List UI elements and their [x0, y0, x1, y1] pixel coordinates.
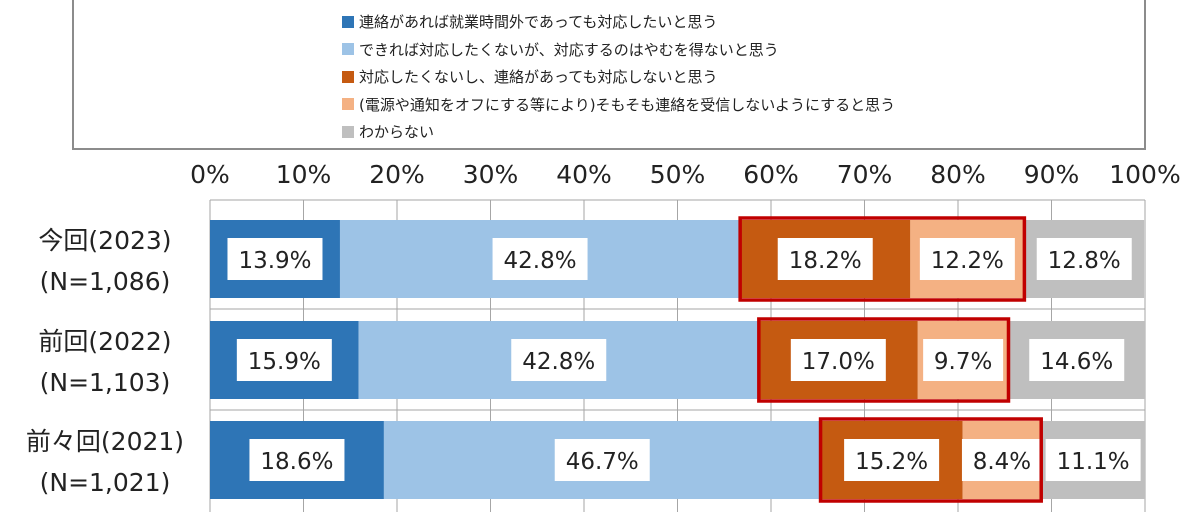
x-tick-label: 10%	[276, 160, 332, 189]
data-label: 12.8%	[1048, 248, 1121, 274]
data-label-box	[227, 238, 323, 280]
data-label-box	[511, 339, 607, 381]
legend-label: 対応したくないし、連絡があっても対応しないと思う	[359, 68, 718, 87]
category-sublabel: (N=1,103)	[40, 368, 171, 397]
legend-swatch	[342, 70, 354, 83]
legend-item: 連絡があれば就業時間外であっても対応したいと思う	[342, 8, 895, 36]
data-label: 42.8%	[522, 349, 595, 375]
x-tick-label: 100%	[1109, 160, 1180, 189]
data-label: 8.4%	[973, 449, 1031, 475]
legend-swatch	[342, 15, 354, 28]
x-tick-label: 30%	[463, 160, 519, 189]
data-label-box	[1036, 238, 1132, 280]
data-label: 42.8%	[504, 248, 577, 274]
x-tick-label: 80%	[930, 160, 986, 189]
data-label: 15.2%	[855, 449, 928, 475]
legend-label: (電源や通知をオフにする等により)そもそも連絡を受信しないようにすると思う	[359, 95, 896, 114]
data-label: 18.2%	[789, 248, 862, 274]
data-label-box	[249, 439, 345, 481]
data-label-box	[236, 339, 332, 381]
highlight-box	[818, 417, 1043, 503]
data-label-box	[790, 339, 886, 381]
data-label: 17.0%	[802, 349, 875, 375]
x-tick-label: 70%	[837, 160, 893, 189]
legend: 連絡があれば就業時間外であっても対応したいと思うできれば対応したくないが、対応す…	[72, 0, 1146, 150]
legend-label: わからない	[359, 123, 435, 142]
data-label: 18.6%	[260, 449, 333, 475]
legend-label: できれば対応したくないが、対応するのはやむを得ないと思う	[359, 40, 779, 59]
x-tick-label: 60%	[743, 160, 799, 189]
x-tick-label: 20%	[369, 160, 425, 189]
legend-item: わからない	[342, 118, 895, 146]
legend-label: 連絡があれば就業時間外であっても対応したいと思う	[359, 13, 718, 32]
category-sublabel: (N=1,021)	[40, 468, 171, 497]
legend-item: 対応したくないし、連絡があっても対応しないと思う	[342, 63, 895, 91]
highlight-box	[757, 317, 1011, 403]
data-label: 9.7%	[934, 349, 992, 375]
category-label: 前々回(2021)	[26, 427, 184, 456]
x-tick-label: 90%	[1024, 160, 1080, 189]
data-label-box	[1045, 439, 1141, 481]
data-label-box	[923, 339, 1004, 381]
category-label: 前回(2022)	[38, 327, 171, 356]
x-tick-label: 40%	[556, 160, 612, 189]
category-sublabel: (N=1,086)	[40, 267, 171, 296]
category-label: 今回(2023)	[38, 226, 171, 255]
data-label-box	[492, 238, 588, 280]
data-label-box	[919, 238, 1015, 280]
x-tick-label: 50%	[650, 160, 706, 189]
x-tick-label: 0%	[190, 160, 230, 189]
data-label-box	[554, 439, 650, 481]
data-label: 11.1%	[1057, 449, 1130, 475]
data-label: 13.9%	[238, 248, 311, 274]
legend-swatch	[342, 98, 354, 111]
legend-items: 連絡があれば就業時間外であっても対応したいと思うできれば対応したくないが、対応す…	[342, 8, 895, 146]
legend-item: (電源や通知をオフにする等により)そもそも連絡を受信しないようにすると思う	[342, 91, 895, 119]
data-label-box	[1029, 339, 1125, 381]
highlight-box	[738, 216, 1027, 302]
data-label: 15.9%	[248, 349, 321, 375]
legend-swatch	[342, 43, 354, 56]
legend-swatch	[342, 125, 354, 138]
data-label: 14.6%	[1040, 349, 1113, 375]
data-label: 12.2%	[931, 248, 1004, 274]
data-label-box	[961, 439, 1042, 481]
data-label-box	[844, 439, 940, 481]
data-label-box	[777, 238, 873, 280]
legend-item: できれば対応したくないが、対応するのはやむを得ないと思う	[342, 36, 895, 64]
data-label: 46.7%	[566, 449, 639, 475]
